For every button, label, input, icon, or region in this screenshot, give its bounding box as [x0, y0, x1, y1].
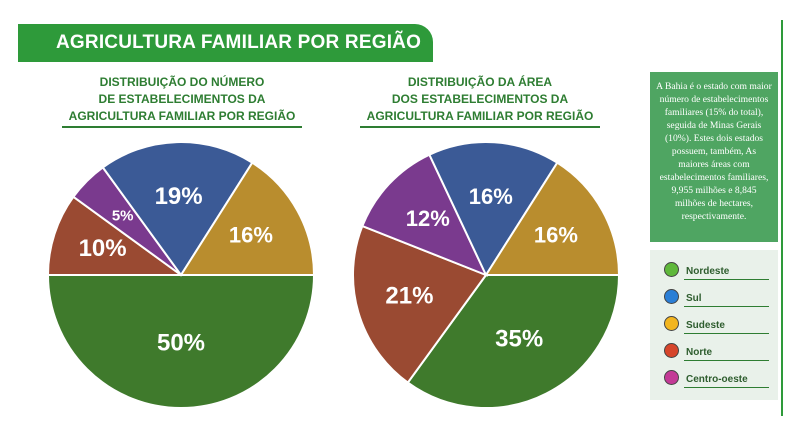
chart-1-title-underline	[62, 126, 302, 128]
legend-label-norte: Norte	[686, 347, 713, 358]
pie-label-centro-oeste: 5%	[112, 208, 134, 225]
divider-line	[781, 20, 783, 416]
legend-item-nordeste: Nordeste	[664, 260, 769, 282]
legend-swatch-nordeste	[664, 262, 679, 277]
pie-slice-norte	[46, 195, 185, 276]
legend-underline	[684, 360, 769, 361]
pie-chart-establishments: 50% 10% 5% 19% 16%	[46, 140, 316, 409]
pie-slice-centro-oeste	[361, 153, 488, 277]
pie-label-norte: 10%	[79, 235, 127, 262]
legend-item-norte: Norte	[664, 341, 769, 363]
pie-chart-area: 35% 21% 12% 16% 16%	[352, 141, 621, 409]
legend-swatch-sul	[664, 289, 679, 304]
pie-slice-nordeste	[46, 274, 316, 409]
pie-label-norte: 21%	[385, 283, 433, 310]
legend-underline	[684, 279, 769, 280]
pie-slice-sul	[101, 140, 254, 277]
pie-label-sul: 19%	[155, 183, 203, 210]
legend-label-sul: Sul	[686, 293, 702, 304]
legend-item-centro-oeste: Centro-oeste	[664, 368, 769, 390]
pie-slice-sudeste	[484, 161, 621, 276]
chart-2-title-underline	[360, 126, 600, 128]
legend-swatch-sudeste	[664, 316, 679, 331]
pie-label-centro-oeste: 12%	[406, 206, 450, 231]
pie-label-sudeste: 16%	[229, 222, 273, 247]
chart-1-title-line-2: DE ESTABELECIMENTOS DA	[98, 92, 266, 106]
legend-underline	[684, 306, 769, 307]
chart-2-title-line-2: DOS ESTABELECIMENTOS DA	[391, 92, 569, 106]
legend-underline	[684, 333, 769, 334]
pie-label-nordeste: 35%	[495, 326, 543, 353]
legend-label-nordeste: Nordeste	[686, 266, 730, 277]
legend-swatch-norte	[664, 343, 679, 358]
page-title: AGRICULTURA FAMILIAR POR REGIÃO	[56, 32, 422, 53]
chart-1-title-line-1: DISTRIBUIÇÃO DO NÚMERO	[99, 75, 265, 89]
info-note: A Bahia é o estado com maior número de e…	[650, 72, 778, 242]
pie-label-sudeste: 16%	[534, 222, 578, 247]
legend: Nordeste Sul Sudeste Norte Centro-oeste	[650, 250, 778, 400]
pie-slice-norte	[352, 224, 488, 384]
legend-label-sudeste: Sudeste	[686, 320, 725, 331]
chart-1-title: DISTRIBUIÇÃO DO NÚMERO DE ESTABELECIMENT…	[62, 74, 302, 128]
pie-slice-nordeste	[406, 274, 621, 409]
legend-item-sudeste: Sudeste	[664, 314, 769, 336]
legend-swatch-centro-oeste	[664, 370, 679, 385]
chart-2-title-line-3: AGRICULTURA FAMILIAR POR REGIÃO	[366, 109, 594, 123]
pie-label-nordeste: 50%	[157, 330, 205, 357]
header-banner: AGRICULTURA FAMILIAR POR REGIÃO	[18, 24, 433, 62]
legend-item-sul: Sul	[664, 287, 769, 309]
chart-2-title: DISTRIBUIÇÃO DA ÁREA DOS ESTABELECIMENTO…	[360, 74, 600, 128]
chart-2-title-line-1: DISTRIBUIÇÃO DA ÁREA	[407, 75, 553, 89]
legend-underline	[684, 387, 769, 388]
legend-label-centro-oeste: Centro-oeste	[686, 374, 748, 385]
pie-slice-sul	[428, 141, 559, 278]
info-note-text: A Bahia é o estado com maior número de e…	[656, 81, 772, 222]
pie-label-sul: 16%	[469, 184, 513, 209]
chart-1-title-line-3: AGRICULTURA FAMILIAR POR REGIÃO	[68, 109, 296, 123]
pie-slice-sudeste	[179, 161, 316, 276]
